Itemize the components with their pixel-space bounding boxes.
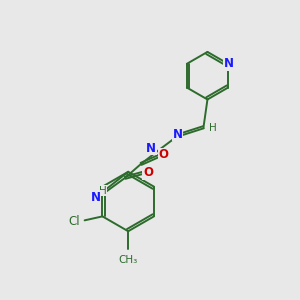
Text: O: O	[143, 166, 153, 179]
Text: H: H	[160, 149, 168, 159]
Text: N: N	[173, 128, 183, 141]
Text: O: O	[159, 148, 169, 161]
Text: H: H	[208, 123, 216, 133]
Text: N: N	[224, 57, 234, 70]
Text: Cl: Cl	[68, 215, 80, 228]
Text: N: N	[146, 142, 156, 154]
Text: H: H	[99, 186, 106, 196]
Text: N: N	[91, 191, 100, 204]
Text: CH₃: CH₃	[118, 255, 138, 265]
